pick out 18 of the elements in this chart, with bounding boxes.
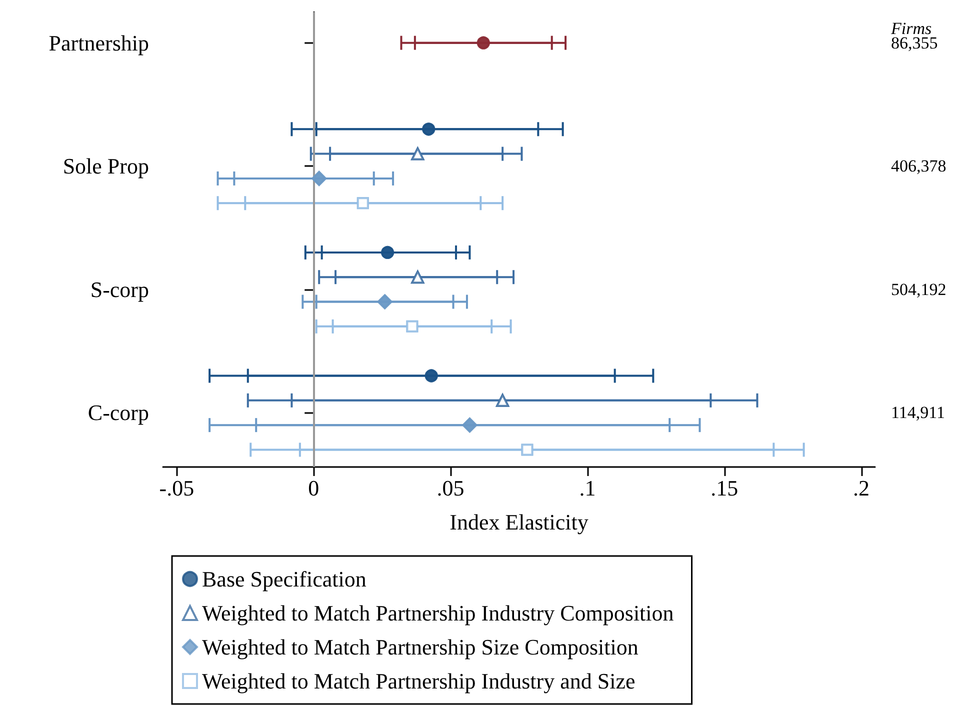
x-tick-label: -.05 <box>159 476 194 500</box>
legend-label: Weighted to Match Partnership Industry Composition <box>202 600 674 626</box>
x-tick-label: .1 <box>579 476 596 500</box>
x-tick-label: .15 <box>710 476 738 500</box>
y2-tick-label: 504,192 <box>891 280 946 299</box>
x-tick-label: 0 <box>308 476 320 500</box>
y-tick-label: Sole Prop <box>62 154 149 179</box>
x-tick-label: .05 <box>436 476 464 500</box>
legend-label: Base Specification <box>202 566 366 592</box>
x-tick-label: .2 <box>853 476 870 500</box>
y-tick-label: C-corp <box>88 400 149 426</box>
y2-tick-label: 114,911 <box>891 403 945 422</box>
y-tick-label: Partnership <box>48 30 149 56</box>
y2-tick-label: 406,378 <box>891 156 946 176</box>
y-tick-label: S-corp <box>90 276 149 302</box>
legend-label: Weighted to Match Partnership Size Composition <box>202 634 638 660</box>
x-axis-title: Index Elasticity <box>450 510 588 534</box>
legend-label: Weighted to Match Partnership Industry and Size <box>202 668 636 694</box>
